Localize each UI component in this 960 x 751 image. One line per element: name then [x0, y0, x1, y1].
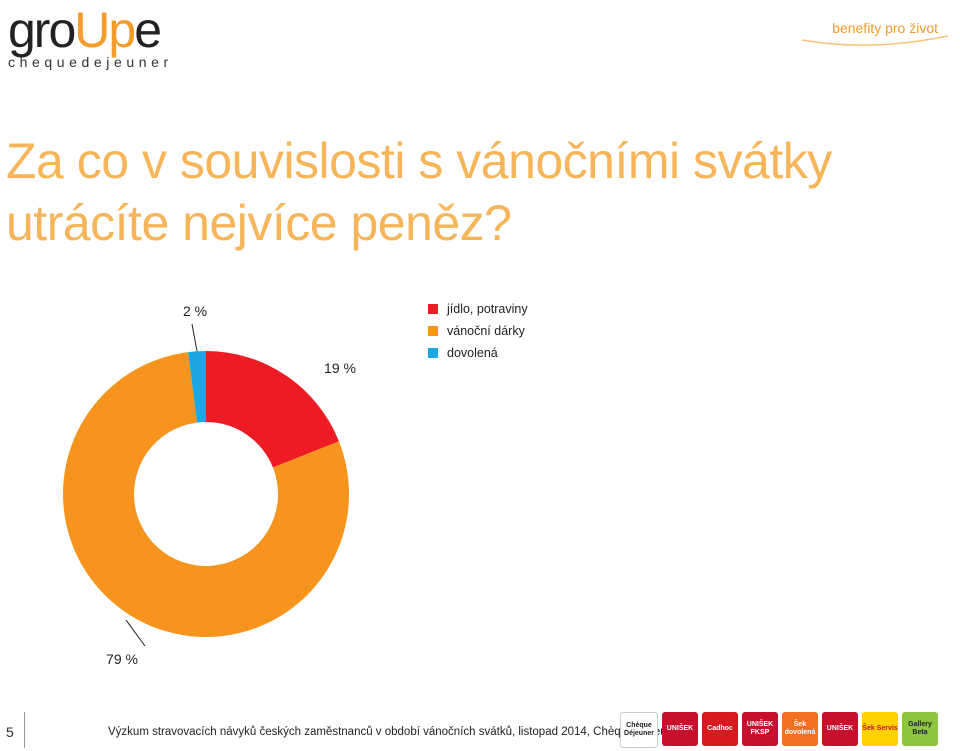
legend-label: dovolená	[447, 346, 498, 360]
brand-logo: Šek Servis	[862, 712, 898, 746]
legend-item: vánoční dárky	[428, 320, 528, 342]
label-slice-1: 19 %	[324, 360, 356, 376]
brand-logo: Cadhoc	[702, 712, 738, 746]
tagline: benefity pro život	[832, 20, 938, 36]
chart-legend: jídlo, potraviny vánoční dárky dovolená	[428, 298, 528, 364]
page-number: 5	[6, 724, 14, 740]
footer-source: Výzkum stravovacích návyků českých zaměs…	[108, 726, 684, 738]
brand-logo: Šek dovolená	[782, 712, 818, 746]
label-slice-3: 2 %	[183, 303, 207, 319]
legend-item: dovolená	[428, 342, 528, 364]
label-slice-2: 79 %	[106, 651, 138, 667]
footer-divider	[24, 712, 25, 748]
logo-wordmark: groUpe	[8, 2, 162, 58]
tagline-swoosh-icon	[801, 35, 949, 46]
page-title: Za co v souvislosti s vánočními svátky u…	[6, 130, 936, 254]
brand-logo: Gallery Beta	[902, 712, 938, 746]
legend-item: jídlo, potraviny	[428, 298, 528, 320]
legend-label: jídlo, potraviny	[447, 302, 528, 316]
title-line-1: Za co v souvislosti s vánočními svátky	[6, 133, 832, 189]
brand-logo: UNIŠEK FKSP	[742, 712, 778, 746]
brand-logo: UNIŠEK	[662, 712, 698, 746]
legend-swatch	[428, 326, 438, 336]
legend-swatch	[428, 348, 438, 358]
brand-logos: Chèque Déjeuner UNIŠEK Cadhoc UNIŠEK FKSP Še…	[620, 712, 938, 748]
leader-slice-2	[125, 619, 146, 647]
brand-logo: Chèque Déjeuner	[620, 712, 658, 748]
legend-swatch	[428, 304, 438, 314]
groupe-logo: groUpe chequedejeuner	[8, 2, 168, 72]
brand-logo: UNIŠEK	[822, 712, 858, 746]
legend-label: vánoční dárky	[447, 324, 525, 338]
logo-subtitle: chequedejeuner	[8, 54, 173, 70]
donut-chart: 19 % 79 % 2 %	[62, 303, 356, 667]
slice-3	[188, 351, 206, 423]
title-line-2: utrácíte nejvíce peněz?	[6, 195, 512, 251]
leader-slice-3	[191, 323, 198, 352]
slice-1	[206, 351, 339, 468]
slice-2	[62, 352, 350, 637]
